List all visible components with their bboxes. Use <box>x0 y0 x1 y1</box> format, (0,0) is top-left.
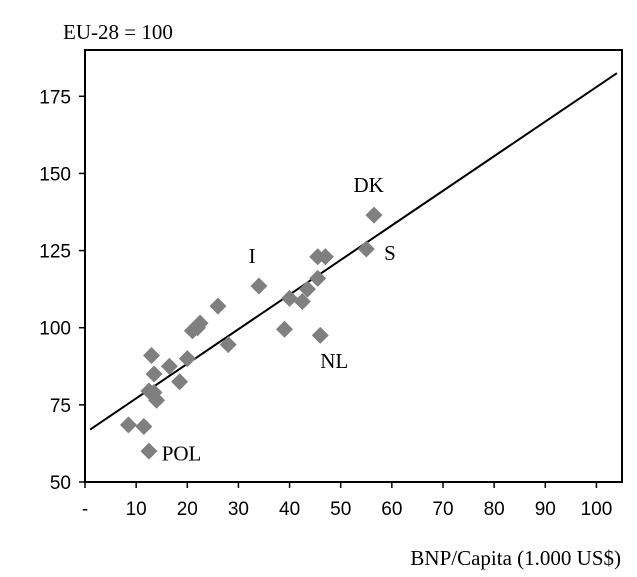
plot-area <box>84 49 623 483</box>
x-tick-label: - <box>82 499 88 520</box>
y-tick-label: 100 <box>39 319 71 340</box>
x-tick-label: 80 <box>484 499 505 520</box>
x-tick-label: 50 <box>330 499 351 520</box>
data-point-marker <box>357 240 375 258</box>
point-annotation: DK <box>354 173 384 197</box>
data-point-marker <box>293 292 311 310</box>
data-point-marker <box>145 365 163 383</box>
x-tick-label: 30 <box>228 499 249 520</box>
point-annotation: I <box>249 244 256 268</box>
data-points <box>119 206 383 460</box>
data-point-marker <box>281 289 299 307</box>
data-point-marker <box>298 280 316 298</box>
point-annotations: DK I S NL POL <box>162 173 396 465</box>
x-tick-label: 60 <box>381 499 402 520</box>
data-point-marker <box>219 336 237 354</box>
data-point-marker <box>135 417 153 435</box>
x-tick-label: 90 <box>535 499 556 520</box>
data-point-marker <box>119 416 137 434</box>
data-point-marker <box>148 391 166 409</box>
data-point-marker <box>250 277 268 295</box>
data-point-marker <box>178 350 196 368</box>
data-point-marker <box>160 357 178 375</box>
point-annotation: POL <box>162 441 202 465</box>
x-tick-label: 70 <box>432 499 453 520</box>
y-tick-label: 150 <box>39 164 71 185</box>
data-point-marker <box>191 314 209 332</box>
point-annotation: NL <box>320 349 348 373</box>
y-tick-label: 75 <box>50 396 71 417</box>
x-tick-label: 40 <box>279 499 300 520</box>
x-axis-label: BNP/Capita (1.000 US$) <box>410 546 621 570</box>
trend-line <box>89 72 618 431</box>
data-point-marker <box>309 269 327 287</box>
data-point-marker <box>209 297 227 315</box>
x-axis-ticks: - 10 20 30 40 50 60 70 80 90 100 <box>82 482 612 520</box>
point-annotation: S <box>384 241 396 265</box>
y-tick-label: 50 <box>50 473 71 494</box>
data-point-marker <box>365 206 383 224</box>
x-tick-label: 20 <box>177 499 198 520</box>
data-point-marker <box>311 326 329 344</box>
data-point-marker <box>140 442 158 460</box>
y-tick-label: 175 <box>39 87 71 108</box>
y-tick-label: 125 <box>39 242 71 263</box>
y-axis-ticks: 50 75 100 125 150 175 <box>39 87 85 494</box>
x-tick-label: 10 <box>126 499 147 520</box>
data-point-marker <box>316 248 334 266</box>
y-axis-label: EU-28 = 100 <box>63 20 173 44</box>
x-tick-label: 100 <box>581 499 613 520</box>
data-point-marker <box>171 373 189 391</box>
data-point-marker <box>142 346 160 364</box>
data-point-marker <box>275 320 293 338</box>
